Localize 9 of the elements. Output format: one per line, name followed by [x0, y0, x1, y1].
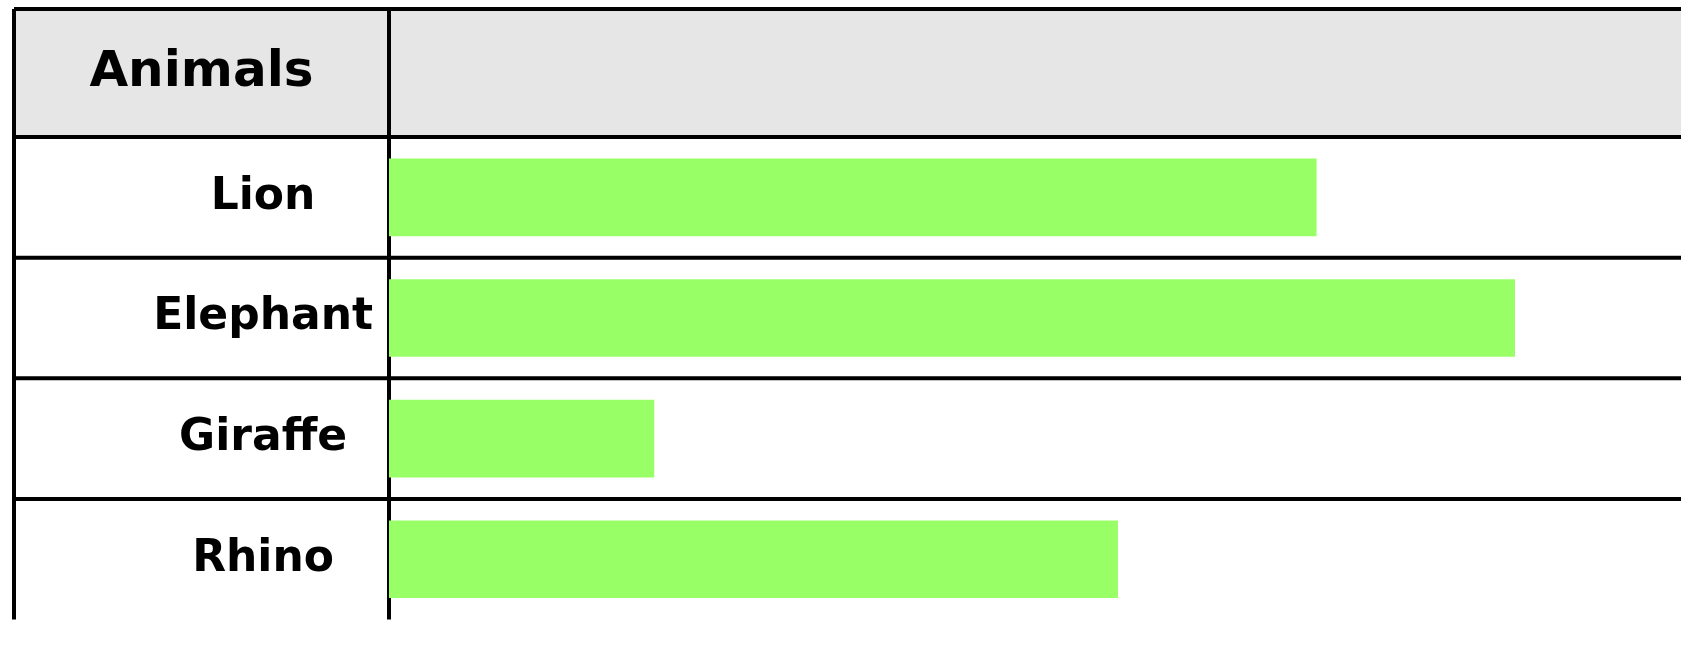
y-axis-title: Animals — [89, 39, 314, 98]
y-tick-label: Rhino — [192, 529, 334, 581]
bar — [389, 399, 655, 478]
y-tick-label: Elephant — [153, 288, 373, 340]
y-tick-label: Giraffe — [179, 409, 348, 461]
bar — [389, 279, 1515, 357]
y-tick-label: Lion — [210, 167, 316, 219]
bar — [389, 158, 1317, 237]
bar — [389, 520, 1118, 599]
